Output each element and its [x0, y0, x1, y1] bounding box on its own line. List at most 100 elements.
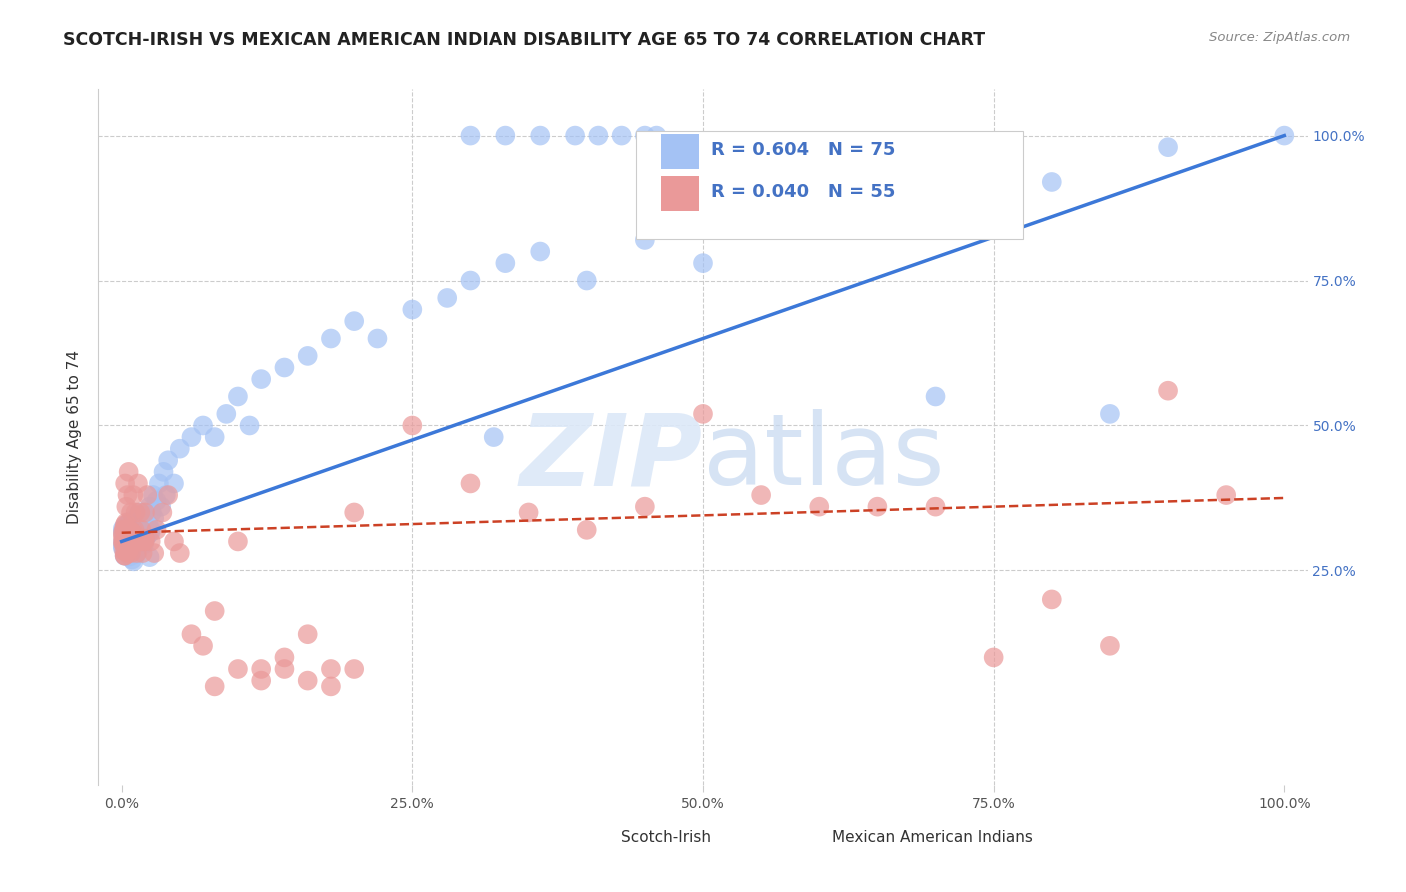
Point [273, 360, 295, 375]
Point [121, 530, 143, 544]
Point [139, 523, 162, 537]
Text: Scotch-Irish: Scotch-Irish [621, 830, 711, 845]
Point [191, 639, 214, 653]
Point [226, 662, 249, 676]
Point [111, 525, 134, 540]
Point [128, 534, 150, 549]
Point [111, 530, 134, 544]
Point [150, 500, 173, 514]
Point [117, 517, 139, 532]
Point [124, 511, 146, 525]
Point [115, 500, 138, 514]
Point [749, 488, 772, 502]
Point [136, 488, 159, 502]
Point [297, 627, 319, 641]
Point [157, 453, 180, 467]
Point [124, 541, 146, 555]
Y-axis label: Disability Age 65 to 74: Disability Age 65 to 74 [67, 350, 83, 524]
Point [120, 524, 142, 538]
Point [111, 541, 134, 555]
Point [1040, 592, 1063, 607]
Point [319, 331, 342, 345]
Point [115, 516, 138, 530]
Point [226, 389, 249, 403]
Point [319, 662, 342, 676]
Point [124, 533, 146, 547]
Point [131, 511, 153, 525]
Point [111, 535, 134, 549]
Point [128, 541, 150, 555]
Point [138, 500, 160, 514]
Point [401, 302, 423, 317]
Point [111, 522, 134, 536]
Point [111, 539, 134, 553]
Point [749, 215, 772, 229]
Point [143, 511, 166, 525]
Point [117, 536, 139, 550]
Point [983, 157, 1005, 171]
Point [866, 500, 889, 514]
Point [112, 522, 135, 536]
Point [121, 546, 143, 560]
Point [120, 505, 142, 519]
Point [250, 662, 273, 676]
Point [118, 537, 141, 551]
Point [297, 673, 319, 688]
Point [122, 516, 145, 531]
Point [250, 673, 273, 688]
Point [564, 128, 586, 143]
Point [118, 523, 141, 537]
Point [118, 538, 141, 552]
Point [634, 500, 657, 514]
Point [114, 528, 136, 542]
Point [121, 528, 143, 542]
Point [141, 505, 163, 519]
Point [163, 534, 186, 549]
Point [983, 650, 1005, 665]
Point [118, 465, 141, 479]
Point [138, 550, 160, 565]
Point [517, 505, 540, 519]
Point [460, 273, 482, 287]
Point [366, 331, 388, 345]
Point [610, 128, 633, 143]
Point [1157, 140, 1180, 154]
Point [114, 549, 136, 563]
Bar [576, 823, 613, 851]
Point [226, 534, 249, 549]
Point [132, 537, 155, 551]
Point [169, 546, 191, 560]
Point [117, 529, 139, 543]
Text: SCOTCH-IRISH VS MEXICAN AMERICAN INDIAN DISABILITY AGE 65 TO 74 CORRELATION CHAR: SCOTCH-IRISH VS MEXICAN AMERICAN INDIAN … [63, 31, 986, 49]
Point [1098, 407, 1121, 421]
Point [112, 536, 135, 550]
Point [494, 128, 516, 143]
Point [124, 534, 146, 549]
Point [319, 680, 342, 694]
Point [118, 543, 141, 558]
Point [588, 128, 610, 143]
Point [145, 523, 167, 537]
Point [135, 505, 157, 519]
Point [634, 128, 657, 143]
Point [634, 233, 657, 247]
Point [134, 533, 156, 548]
Point [191, 418, 214, 433]
Point [118, 515, 141, 529]
Point [114, 549, 136, 563]
Point [125, 523, 148, 537]
Point [808, 500, 831, 514]
Point [145, 494, 167, 508]
Point [121, 552, 143, 566]
Point [460, 128, 482, 143]
Point [401, 418, 423, 433]
Point [125, 547, 148, 561]
Point [121, 534, 143, 549]
Point [529, 244, 551, 259]
Point [117, 488, 139, 502]
Point [111, 534, 134, 549]
Point [143, 546, 166, 560]
Point [124, 533, 146, 547]
Point [132, 534, 155, 549]
Point [692, 256, 714, 270]
